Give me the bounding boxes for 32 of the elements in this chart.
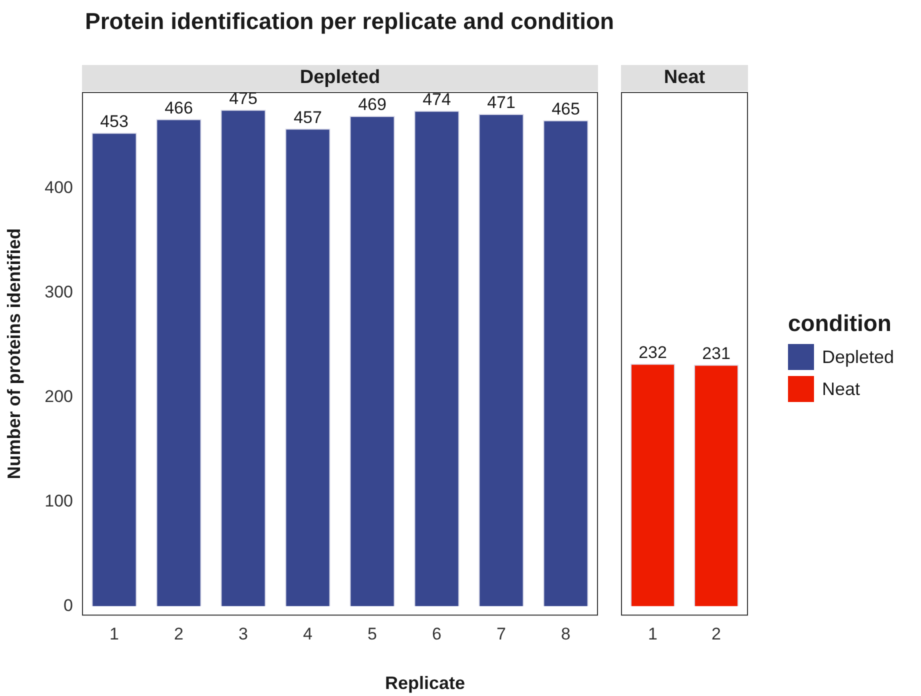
x-tick-label: 3	[238, 624, 248, 644]
x-axis-title: Replicate	[384, 673, 466, 694]
series-label: Depleted	[300, 67, 380, 88]
data-label: 453	[100, 112, 128, 131]
x-tick-label: 2	[712, 624, 721, 644]
y-tick-label: 400	[44, 178, 73, 197]
y-tick-label: 300	[44, 282, 73, 302]
x-tick-label: 5	[368, 624, 377, 644]
x-tick-label: 4	[303, 624, 312, 644]
y-tick-label: 100	[44, 491, 73, 510]
data-label: 471	[487, 93, 516, 112]
x-tick-label: 7	[496, 624, 506, 644]
x-tick-label: 6	[432, 624, 442, 644]
y-tick-label: 200	[44, 386, 73, 406]
text: Depleted	[822, 346, 894, 366]
data-label: 457	[294, 108, 322, 127]
legend-title: condition	[788, 310, 892, 337]
x-tick-label: 1	[648, 624, 658, 644]
y-tick-label: 0	[64, 596, 73, 615]
data-label: 465	[552, 99, 580, 118]
data-label: 466	[164, 98, 193, 118]
x-tick-label: 1	[110, 624, 119, 644]
data-label: 474	[422, 90, 451, 109]
chart-title: Protein identification per replicate and condition	[85, 8, 614, 35]
data-label: 469	[358, 95, 386, 114]
data-label: 232	[638, 342, 667, 362]
legend-label: Neat	[822, 378, 860, 400]
data-label: 231	[702, 344, 730, 363]
y-axis-title: Number of proteins identified	[4, 228, 24, 480]
chart-subtitle: Neat	[621, 65, 748, 91]
x-tick-label: 2	[174, 624, 184, 644]
x-tick-label: 8	[561, 624, 570, 644]
